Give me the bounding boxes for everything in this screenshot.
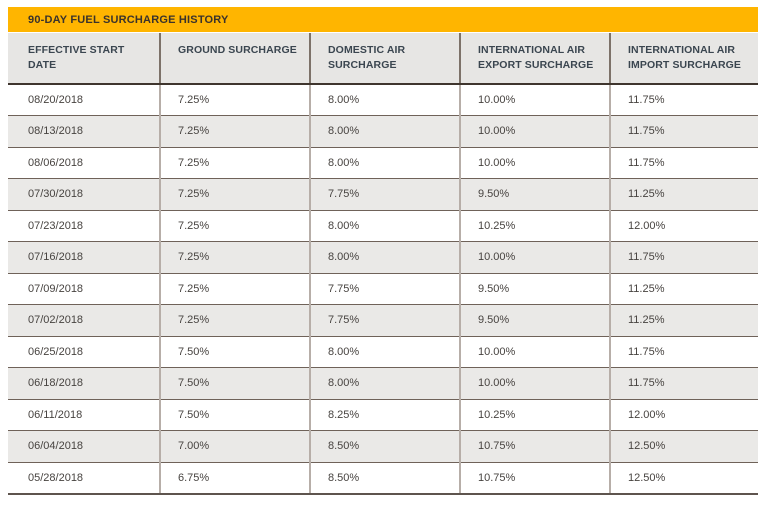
surcharge-value-cell: 7.75%	[309, 273, 460, 305]
table-row: 06/25/2018 7.50% 8.00% 10.00% 11.75%	[8, 336, 758, 368]
table-body: 08/20/2018 7.25% 8.00% 10.00% 11.75% 08/13/20…	[8, 84, 758, 495]
column-header-effective-start-date: EFFECTIVE START DATE	[8, 33, 160, 85]
surcharge-value-cell: 7.25%	[159, 210, 310, 242]
surcharge-value-cell: 7.00%	[159, 430, 310, 463]
table-title-bar: 90-DAY FUEL SURCHARGE HISTORY	[8, 7, 758, 33]
surcharge-value-cell: 10.00%	[459, 241, 610, 274]
surcharge-value-cell: 10.00%	[459, 84, 610, 116]
effective-date-cell: 07/09/2018	[8, 273, 160, 305]
surcharge-value-cell: 8.00%	[309, 367, 460, 400]
surcharge-value-cell: 10.25%	[459, 210, 610, 242]
table-row: 07/23/2018 7.25% 8.00% 10.25% 12.00%	[8, 210, 758, 242]
surcharge-value-cell: 11.75%	[609, 115, 758, 148]
column-header-ground-surcharge: GROUND SURCHARGE	[159, 33, 310, 85]
surcharge-value-cell: 7.25%	[159, 241, 310, 274]
table-row: 07/30/2018 7.25% 7.75% 9.50% 11.25%	[8, 178, 758, 211]
surcharge-value-cell: 12.00%	[609, 210, 758, 242]
surcharge-value-cell: 12.00%	[609, 399, 758, 431]
surcharge-value-cell: 8.00%	[309, 336, 460, 368]
effective-date-cell: 06/25/2018	[8, 336, 160, 368]
surcharge-value-cell: 11.25%	[609, 304, 758, 337]
table-row: 05/28/2018 6.75% 8.50% 10.75% 12.50%	[8, 462, 758, 495]
surcharge-value-cell: 8.00%	[309, 147, 460, 179]
surcharge-value-cell: 8.25%	[309, 399, 460, 431]
column-header-domestic-air-surcharge: DOMESTIC AIR SURCHARGE	[309, 33, 460, 85]
table-row: 08/06/2018 7.25% 8.00% 10.00% 11.75%	[8, 147, 758, 179]
surcharge-value-cell: 12.50%	[609, 430, 758, 463]
surcharge-value-cell: 11.25%	[609, 273, 758, 305]
table-row: 08/13/2018 7.25% 8.00% 10.00% 11.75%	[8, 115, 758, 148]
surcharge-value-cell: 8.00%	[309, 210, 460, 242]
surcharge-value-cell: 8.00%	[309, 241, 460, 274]
table-row: 07/02/2018 7.25% 7.75% 9.50% 11.25%	[8, 304, 758, 337]
column-header-international-air-import-surcharge: INTERNATIONAL AIR IMPORT SURCHARGE	[609, 33, 758, 85]
surcharge-value-cell: 7.50%	[159, 336, 310, 368]
table-title: 90-DAY FUEL SURCHARGE HISTORY	[28, 13, 229, 26]
surcharge-value-cell: 8.50%	[309, 462, 460, 495]
effective-date-cell: 06/04/2018	[8, 430, 160, 463]
surcharge-value-cell: 9.50%	[459, 304, 610, 337]
surcharge-value-cell: 11.75%	[609, 241, 758, 274]
fuel-surcharge-history-table: EFFECTIVE START DATE GROUND SURCHARGE DOME…	[8, 33, 758, 495]
effective-date-cell: 06/11/2018	[8, 399, 160, 431]
surcharge-value-cell: 7.25%	[159, 304, 310, 337]
surcharge-value-cell: 10.25%	[459, 399, 610, 431]
surcharge-value-cell: 10.00%	[459, 367, 610, 400]
surcharge-value-cell: 11.25%	[609, 178, 758, 211]
effective-date-cell: 07/23/2018	[8, 210, 160, 242]
surcharge-value-cell: 7.75%	[309, 178, 460, 211]
table-row: 07/16/2018 7.25% 8.00% 10.00% 11.75%	[8, 241, 758, 274]
surcharge-value-cell: 8.00%	[309, 115, 460, 148]
surcharge-value-cell: 10.75%	[459, 430, 610, 463]
table-row: 06/11/2018 7.50% 8.25% 10.25% 12.00%	[8, 399, 758, 431]
surcharge-value-cell: 8.50%	[309, 430, 460, 463]
fuel-surcharge-page: 90-DAY FUEL SURCHARGE HISTORY EFFECTIVE …	[8, 7, 758, 495]
surcharge-value-cell: 9.50%	[459, 178, 610, 211]
effective-date-cell: 06/18/2018	[8, 367, 160, 400]
surcharge-value-cell: 7.25%	[159, 84, 310, 116]
effective-date-cell: 08/06/2018	[8, 147, 160, 179]
effective-date-cell: 07/02/2018	[8, 304, 160, 337]
surcharge-value-cell: 7.25%	[159, 147, 310, 179]
surcharge-value-cell: 6.75%	[159, 462, 310, 495]
surcharge-value-cell: 10.00%	[459, 115, 610, 148]
surcharge-value-cell: 9.50%	[459, 273, 610, 305]
surcharge-value-cell: 11.75%	[609, 147, 758, 179]
header-row: EFFECTIVE START DATE GROUND SURCHARGE DOME…	[8, 33, 758, 85]
column-header-international-air-export-surcharge: INTERNATIONAL AIR EXPORT SURCHARGE	[459, 33, 610, 85]
surcharge-value-cell: 7.50%	[159, 399, 310, 431]
surcharge-value-cell: 7.75%	[309, 304, 460, 337]
table-row: 08/20/2018 7.25% 8.00% 10.00% 11.75%	[8, 84, 758, 116]
surcharge-value-cell: 10.00%	[459, 147, 610, 179]
surcharge-value-cell: 10.00%	[459, 336, 610, 368]
effective-date-cell: 07/30/2018	[8, 178, 160, 211]
effective-date-cell: 08/13/2018	[8, 115, 160, 148]
table-header: EFFECTIVE START DATE GROUND SURCHARGE DOME…	[8, 33, 758, 85]
surcharge-value-cell: 11.75%	[609, 367, 758, 400]
effective-date-cell: 08/20/2018	[8, 84, 160, 116]
surcharge-value-cell: 7.25%	[159, 273, 310, 305]
table-row: 07/09/2018 7.25% 7.75% 9.50% 11.25%	[8, 273, 758, 305]
surcharge-value-cell: 11.75%	[609, 336, 758, 368]
surcharge-value-cell: 11.75%	[609, 84, 758, 116]
effective-date-cell: 05/28/2018	[8, 462, 160, 495]
table-row: 06/04/2018 7.00% 8.50% 10.75% 12.50%	[8, 430, 758, 463]
surcharge-value-cell: 7.50%	[159, 367, 310, 400]
table-row: 06/18/2018 7.50% 8.00% 10.00% 11.75%	[8, 367, 758, 400]
surcharge-value-cell: 8.00%	[309, 84, 460, 116]
surcharge-value-cell: 7.25%	[159, 178, 310, 211]
effective-date-cell: 07/16/2018	[8, 241, 160, 274]
surcharge-value-cell: 10.75%	[459, 462, 610, 495]
surcharge-value-cell: 12.50%	[609, 462, 758, 495]
surcharge-value-cell: 7.25%	[159, 115, 310, 148]
